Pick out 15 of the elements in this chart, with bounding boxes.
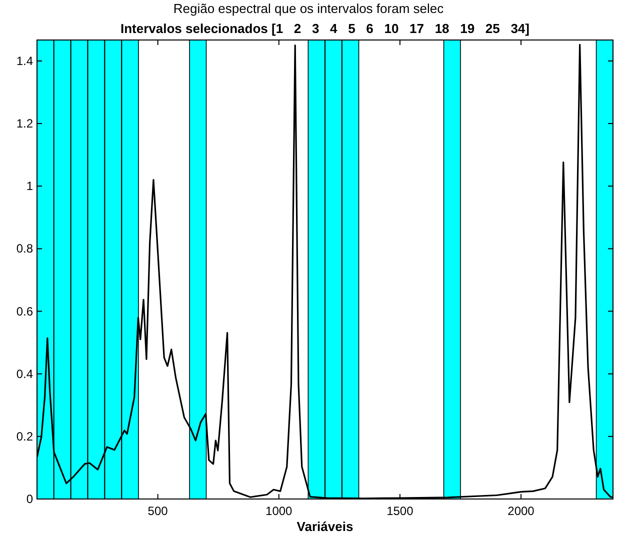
y-tick-label: 0 [26,492,34,506]
text: Região espectral que os intervalos foram selec [173,1,444,16]
y-tick-label: 0.6 [16,304,34,318]
y-tick-label: 0.2 [16,429,34,444]
x-tick-label: 1500 [386,504,414,518]
y-tick-label: 0.4 [16,366,34,381]
x-tick-label: 1000 [266,504,293,518]
x-tick-label: 2000 [508,504,535,518]
y-tick-label: 0.8 [16,242,34,256]
y-tick-label: 1.2 [16,116,34,131]
x-axis-title: Variáveis [296,519,354,534]
x-tick-label: 500 [148,504,168,518]
y-tick-label: 1.4 [16,54,34,68]
chart-title: Intervalos selecionados [1 2 3 4 5 6 10 17 18 19 25 34] [120,21,530,36]
y-tick-label: 1 [26,179,34,194]
